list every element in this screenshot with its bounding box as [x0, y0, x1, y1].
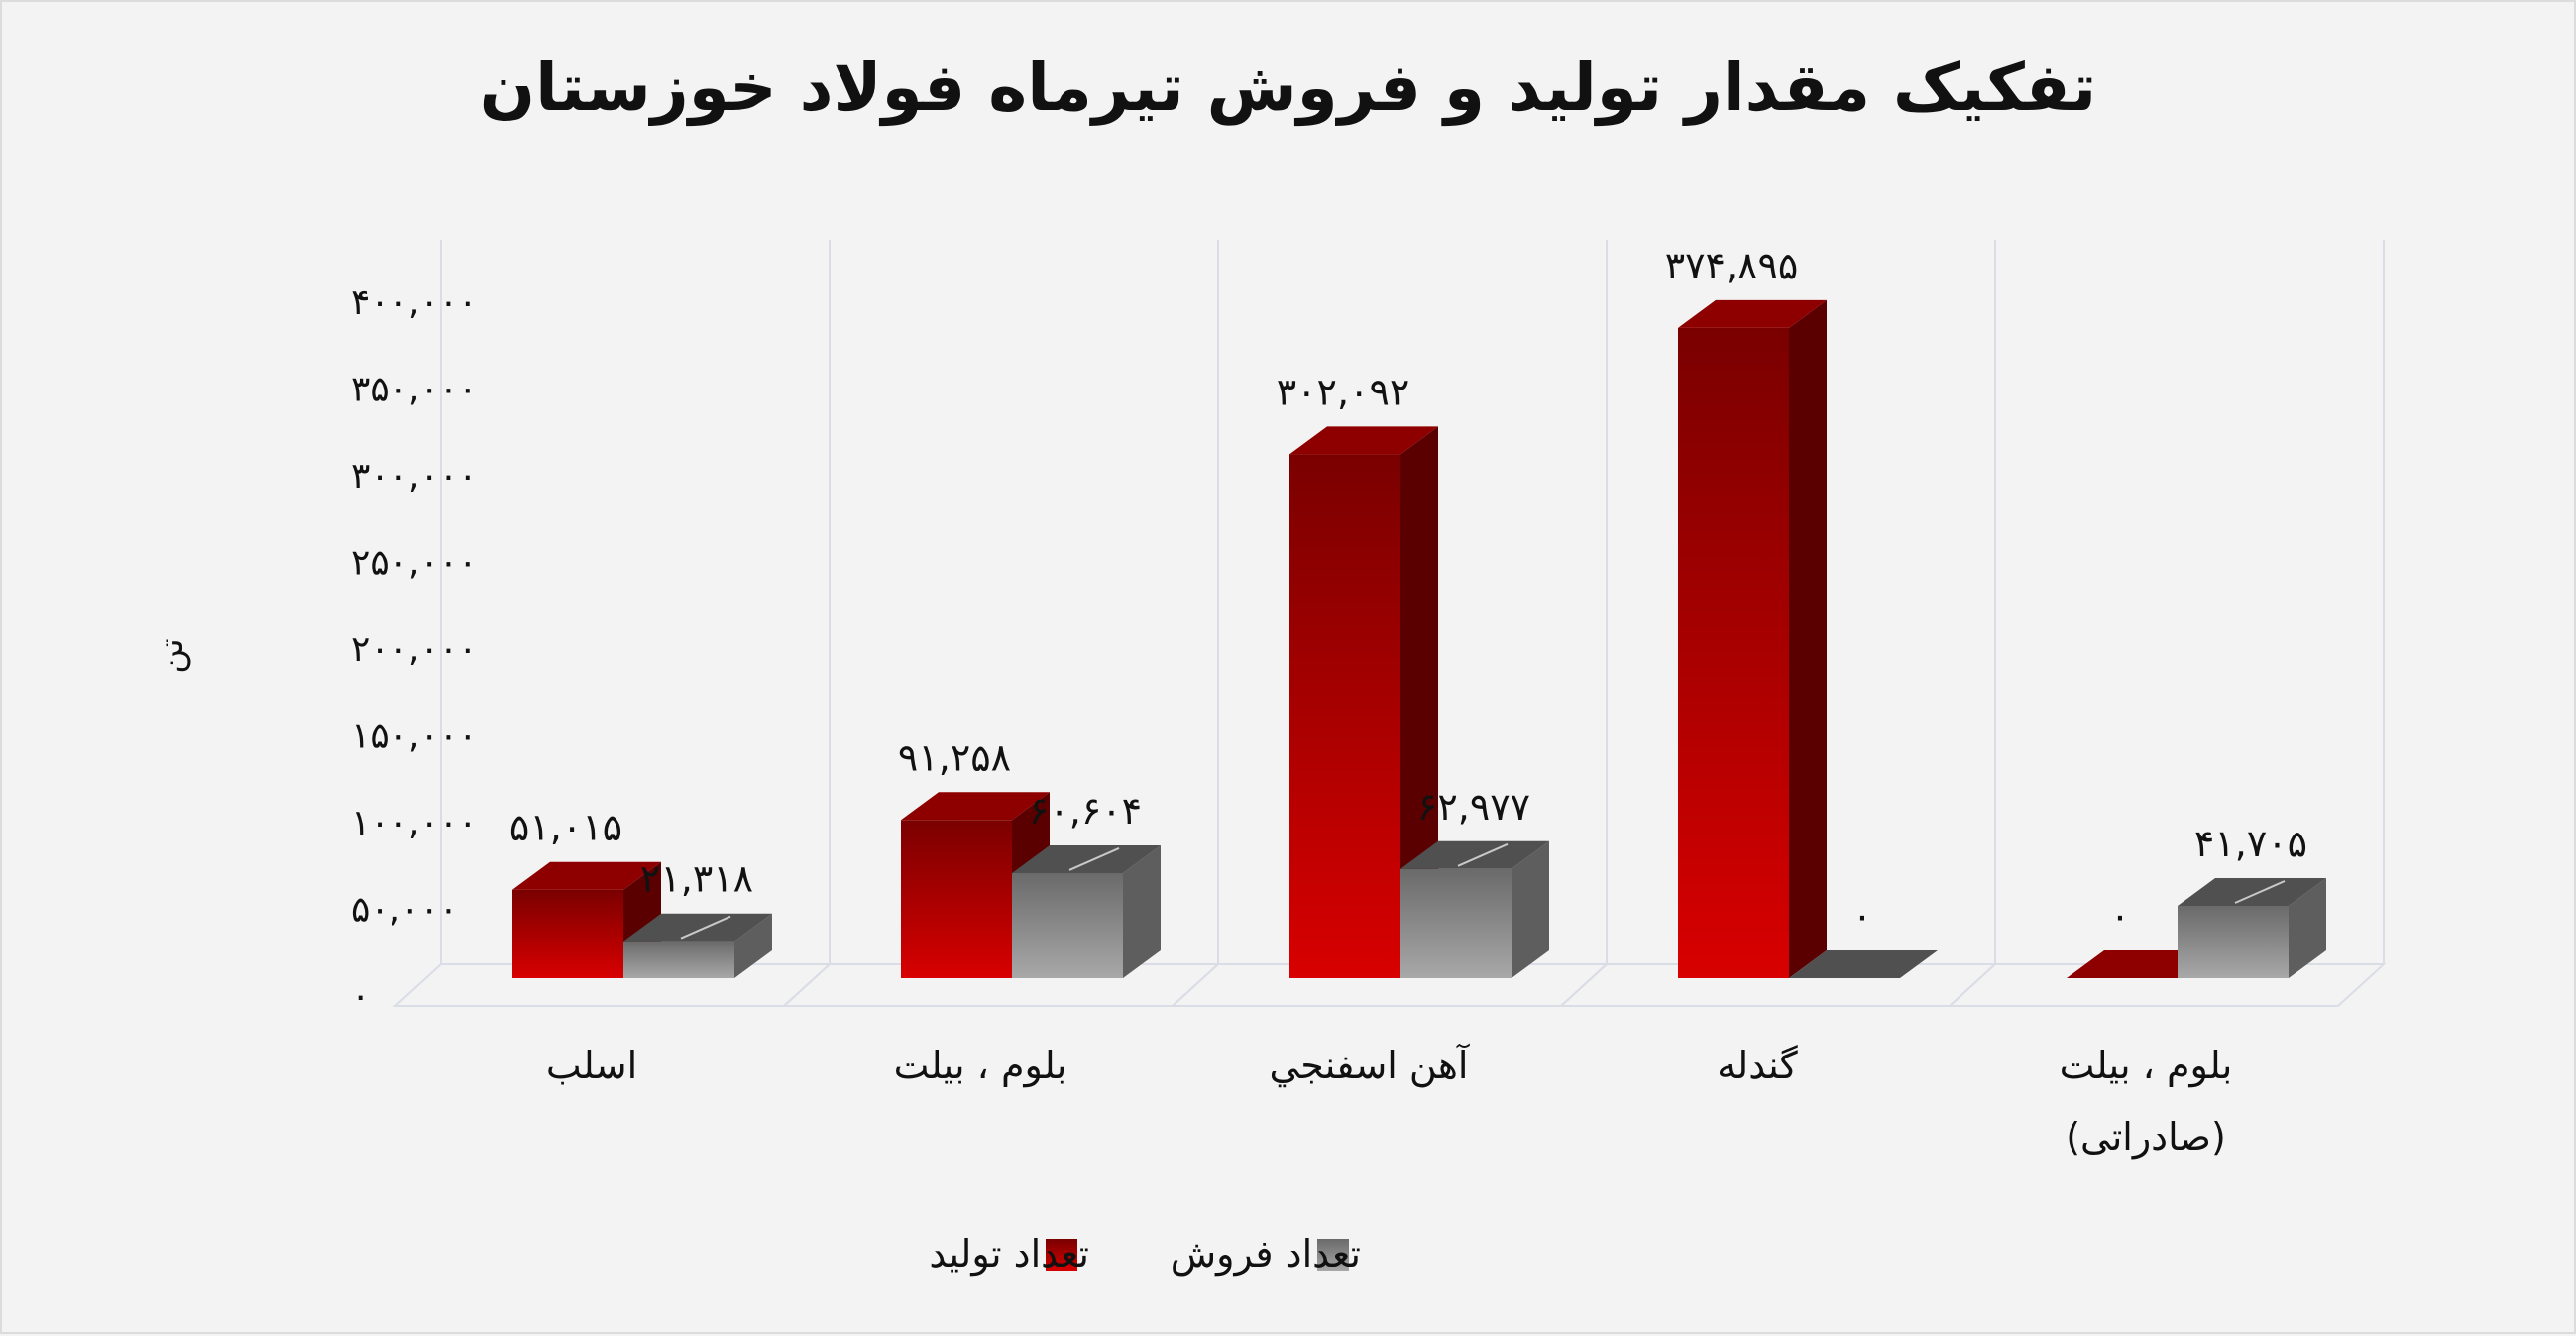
bar-highlight-line: [2234, 880, 2286, 904]
bar-side: [1789, 299, 1827, 979]
y-tick-label: ۵۰,۰۰۰: [351, 890, 458, 931]
bar-side: [2289, 878, 2326, 978]
bar-front: [901, 820, 1012, 978]
data-label: ۶۰,۶۰۴: [1029, 789, 1142, 833]
bar-front: [1012, 872, 1123, 978]
bar-front: [512, 889, 623, 978]
y-tick-label: ۴۰۰,۰۰۰: [351, 282, 477, 323]
legend-label-sales: تعداد فروش: [1171, 1232, 1361, 1277]
y-tick-label: ۲۵۰,۰۰۰: [351, 543, 477, 584]
data-label: ۴۱,۷۰۵: [2194, 822, 2307, 865]
bar-side: [1123, 844, 1161, 978]
legend-swatch-production: [1046, 1239, 1077, 1271]
data-label: ۰: [1852, 894, 1872, 938]
legend-item-production: تعداد تولید: [929, 1232, 1089, 1277]
x-category-label: (صادراتی): [2066, 1115, 2226, 1159]
bar-front: [1400, 868, 1512, 978]
bar-front: [1678, 327, 1789, 979]
y-tick-label: ۲۰۰,۰۰۰: [351, 629, 477, 670]
bar-top: [901, 792, 1050, 821]
data-label: ۳۷۴,۸۹۵: [1665, 244, 1799, 287]
bar-top: [1012, 844, 1161, 873]
data-label: ۲۱,۳۱۸: [640, 857, 753, 901]
x-category-label: گندله: [1717, 1044, 1798, 1087]
bar-top: [1789, 950, 1938, 978]
bar-highlight-line: [680, 915, 731, 940]
data-label: ۶۲,۹۷۷: [1417, 785, 1530, 829]
bar-top: [512, 861, 661, 890]
y-tick-label: ۱۰۰,۰۰۰: [351, 803, 477, 843]
bar-highlight-line: [1457, 842, 1509, 867]
bar-highlight-line: [1068, 847, 1120, 871]
bar-front: [2178, 906, 2289, 978]
bar-front: [1289, 454, 1400, 978]
bar-top: [1678, 299, 1827, 328]
bar-side: [1512, 840, 1549, 978]
data-label: ۵۱,۰۱۵: [509, 806, 622, 849]
bar-side: [734, 913, 772, 978]
bar-sales-4: [2178, 878, 2326, 978]
bar-top: [1289, 426, 1438, 455]
data-label: ۳۰۲,۰۹۲: [1277, 370, 1410, 413]
y-tick-label: ۳۰۰,۰۰۰: [351, 456, 477, 497]
chart-title: تفکیک مقدار تولید و فروش تیرماه فولاد خو…: [479, 50, 2097, 126]
bar-top: [2178, 878, 2326, 907]
legend-label-production: تعداد تولید: [929, 1232, 1089, 1277]
data-label: ۹۱,۲۵۸: [898, 735, 1011, 779]
y-tick-label: ۰: [351, 976, 370, 1017]
y-tick-label: ۳۵۰,۰۰۰: [351, 370, 477, 410]
floor-panel: [1947, 963, 2387, 1007]
bar-front: [623, 941, 734, 978]
data-label: ۰: [2110, 894, 2130, 938]
x-category-label: آهن اسفنجي: [1270, 1043, 1470, 1088]
x-category-label: اسلب: [546, 1044, 637, 1087]
y-tick-label: ۱۵۰,۰۰۰: [351, 717, 477, 757]
legend-item-sales: تعداد فروش: [1171, 1232, 1361, 1277]
legend-swatch-sales: [1317, 1239, 1349, 1271]
bar-sales-0: [623, 913, 772, 978]
bar-top: [623, 913, 772, 942]
bar-sales-3: [1789, 950, 1938, 978]
bar-sales-1: [1012, 844, 1161, 978]
x-category-label: بلوم ، بیلت: [2060, 1044, 2233, 1088]
bar-production-2: [1289, 426, 1438, 978]
bar-production-3: [1678, 299, 1827, 979]
x-category-label: بلوم ، بیلت: [894, 1044, 1067, 1088]
bar-top: [1400, 840, 1549, 869]
y-axis-label: تن: [152, 638, 191, 673]
bar-sales-2: [1400, 840, 1549, 978]
bar-side: [1400, 426, 1438, 978]
